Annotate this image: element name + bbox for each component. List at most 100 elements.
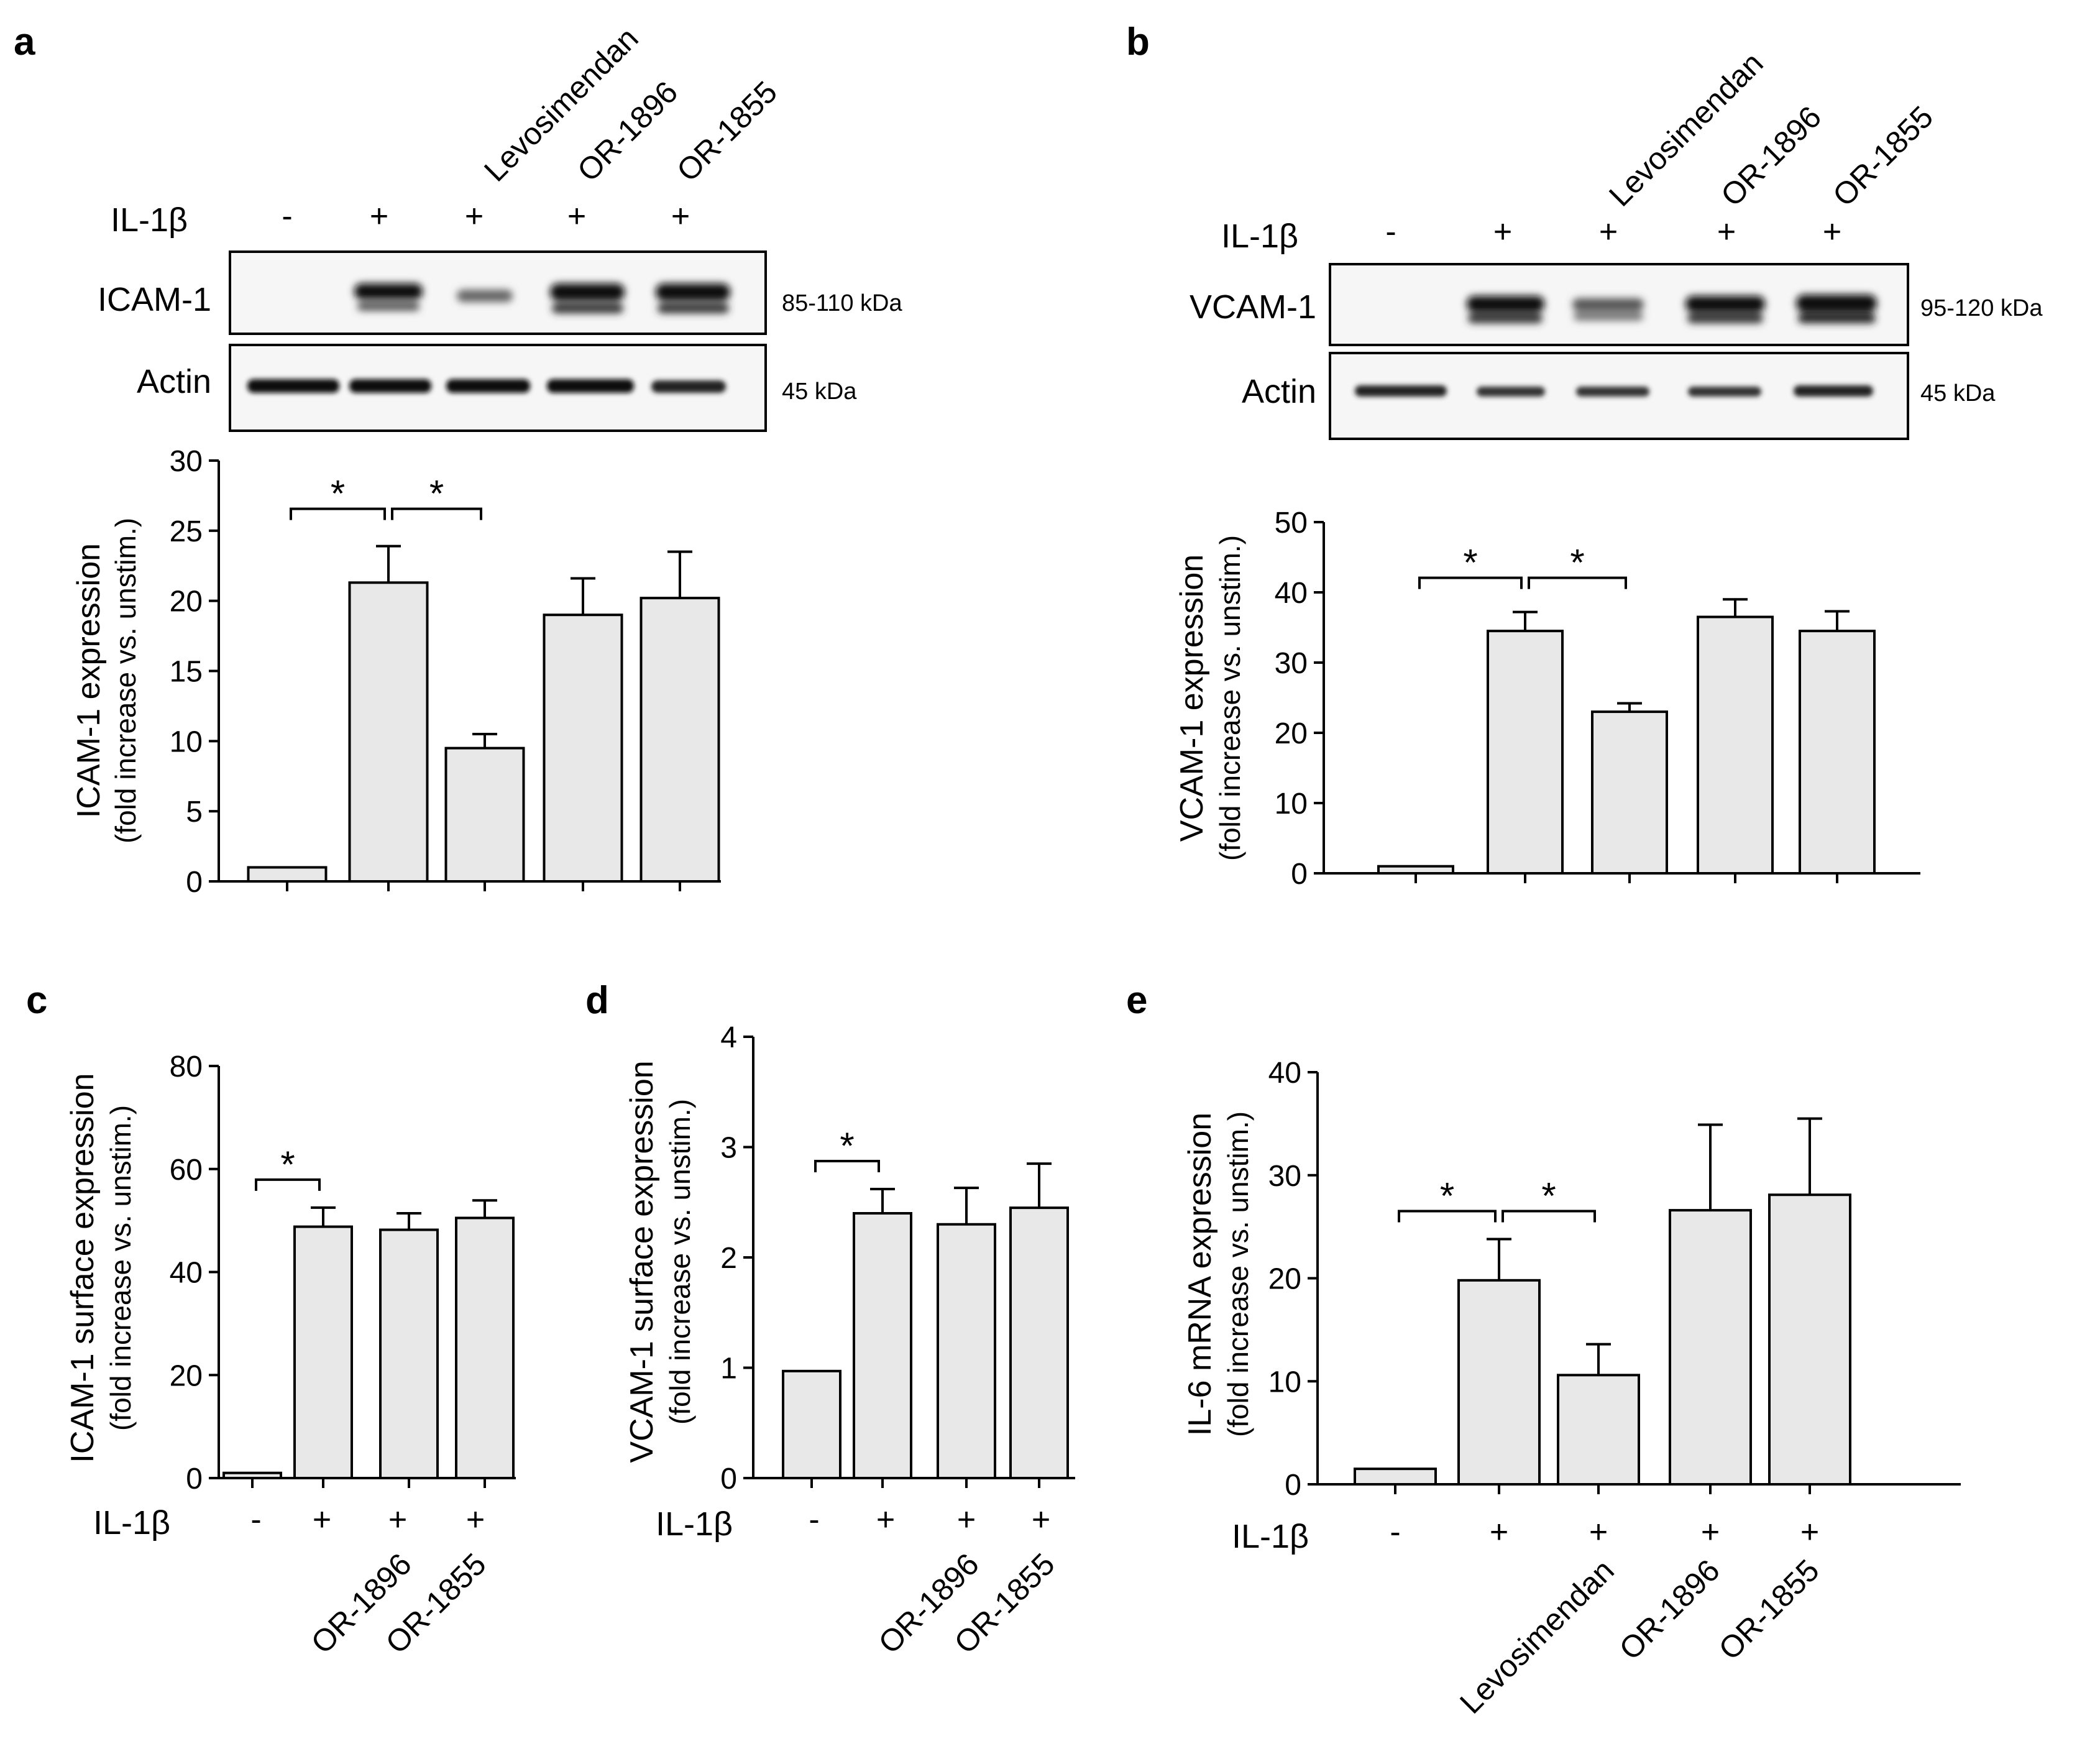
y-axis-label: IL-6 mRNA expression — [1182, 1113, 1218, 1436]
il1b-label: IL-1β — [656, 1505, 733, 1543]
y-tick-label: 3 — [720, 1132, 737, 1165]
bar — [1487, 630, 1564, 875]
y-tick-label: 80 — [170, 1050, 203, 1083]
il1b-label: IL-1β — [1221, 218, 1298, 255]
bar — [782, 1369, 841, 1479]
y-axis-label-2: (fold increase vs. unstim.) — [109, 518, 142, 843]
il1b-sign: + — [1717, 214, 1736, 250]
blot-vcam1-b: VCAM-1 95-120 kDa — [1190, 263, 2043, 346]
treatment-label: Levosimendan — [1453, 1553, 1621, 1720]
bar-chart-e: 0 10 20 30 40 * * — [1268, 1057, 1961, 1502]
il1b-row-b: IL-1β - + + + + — [1221, 214, 1841, 255]
bar-chart-a: 0 5 10 15 20 25 30 * * — [170, 445, 721, 899]
blot-bands — [1467, 295, 1877, 323]
panel-c: ICAM-1 surface expression (fold increase… — [65, 1050, 516, 1660]
panel-a: Levosimendan OR-1896 OR-1855 IL-1β - + +… — [71, 21, 903, 899]
bar-chart-b: 0 10 20 30 40 50 * * — [1275, 507, 1920, 891]
bar — [853, 1212, 912, 1479]
kda-label: 45 kDa — [1920, 380, 1996, 407]
il1b-sign: + — [671, 198, 690, 234]
treatment-labels-c: OR-1896 OR-1855 — [305, 1546, 493, 1660]
bar — [1354, 1468, 1437, 1486]
significance-bracket — [391, 507, 482, 520]
bar — [348, 581, 429, 883]
kda-label: 95-120 kDa — [1920, 295, 2043, 321]
y-axis-label-2: (fold increase vs. unstim.) — [664, 1099, 696, 1425]
il1b-sign: + — [1599, 214, 1618, 250]
bar — [1457, 1279, 1541, 1486]
treatment-label: OR-1855 — [1826, 99, 1940, 213]
significance-bracket — [1502, 1210, 1596, 1223]
y-tick-label: 0 — [720, 1463, 737, 1495]
il1b-sign: + — [388, 1502, 407, 1538]
bar — [444, 746, 525, 883]
y-axis-label: VCAM-1 expression — [1174, 554, 1210, 842]
panel-letter-e: e — [1126, 979, 1147, 1022]
y-tick-label: 40 — [170, 1257, 203, 1290]
bar — [543, 613, 623, 883]
bar — [640, 597, 720, 883]
blot-row-label: Actin — [137, 363, 211, 400]
y-tick-label: 0 — [1285, 1469, 1301, 1502]
y-axis-label: ICAM-1 expression — [71, 543, 107, 818]
panel-letter-a: a — [14, 21, 35, 63]
significance-bracket — [814, 1159, 880, 1172]
blot-actin-b: Actin 45 kDa — [1242, 352, 1996, 440]
significance-star: * — [1570, 542, 1584, 584]
treatment-labels-d: OR-1896 OR-1855 — [872, 1546, 1061, 1660]
il1b-sign: - — [1390, 1514, 1400, 1550]
bar — [1557, 1374, 1640, 1486]
il1b-sign: + — [1701, 1514, 1720, 1550]
y-tick-label: 2 — [720, 1242, 737, 1275]
il1b-sign: + — [1589, 1514, 1608, 1550]
significance-star: * — [280, 1144, 295, 1185]
blot-actin-a: Actin 45 kDa — [137, 344, 857, 432]
blot-icam1-a: ICAM-1 85-110 kDa — [98, 250, 903, 335]
il1b-sign: - — [809, 1502, 819, 1538]
bar — [247, 866, 328, 883]
bar — [1009, 1206, 1069, 1479]
y-tick-label: 1 — [720, 1353, 737, 1385]
chart-b: VCAM-1 expression (fold increase vs. uns… — [1174, 507, 1920, 891]
treatment-label: OR-1896 — [1714, 99, 1828, 213]
panel-letter-b: b — [1126, 21, 1150, 63]
y-tick-label: 30 — [1275, 647, 1308, 680]
il1b-sign: + — [876, 1502, 895, 1538]
il1b-sign: + — [466, 1502, 485, 1538]
y-tick-label: 10 — [1275, 788, 1308, 820]
y-axis-label-2: (fold increase vs. unstim.) — [1214, 535, 1246, 861]
significance-bracket — [255, 1178, 321, 1191]
il1b-sign: + — [1493, 214, 1512, 250]
y-tick-label: 30 — [170, 445, 203, 478]
kda-label: 85-110 kDa — [782, 290, 903, 316]
il1b-sign: + — [1823, 214, 1841, 250]
significance-star: * — [331, 473, 345, 515]
y-axis-label-2: (fold increase vs. unstim.) — [1222, 1111, 1254, 1437]
y-tick-label: 0 — [186, 866, 203, 899]
y-tick-label: 4 — [720, 1021, 737, 1054]
panel-letter-c: c — [26, 979, 47, 1022]
y-tick-label: 10 — [1268, 1366, 1301, 1399]
y-tick-label: 0 — [1291, 858, 1308, 891]
panel-letter-d: d — [585, 979, 609, 1022]
il1b-sign: + — [1800, 1514, 1819, 1550]
bar — [455, 1216, 515, 1479]
y-tick-label: 40 — [1275, 577, 1308, 610]
y-tick-label: 25 — [170, 515, 203, 548]
il1b-sign: + — [567, 198, 586, 234]
treatment-label: OR-1855 — [1712, 1553, 1826, 1666]
il1b-label: IL-1β — [1232, 1518, 1309, 1555]
y-tick-label: 20 — [170, 1359, 203, 1392]
y-tick-label: 30 — [1268, 1160, 1301, 1193]
y-tick-label: 20 — [1268, 1263, 1301, 1296]
il1b-label: IL-1β — [93, 1504, 170, 1541]
bar-chart-d: 0 1 2 3 4 * — [720, 1021, 1075, 1495]
chart-a: ICAM-1 expression (fold increase vs. uns… — [71, 445, 721, 899]
blot-bands — [247, 379, 726, 393]
significance-star: * — [1440, 1175, 1454, 1217]
il1b-sign: + — [370, 198, 388, 234]
bar — [1377, 865, 1454, 875]
il1b-sign: + — [1032, 1502, 1050, 1538]
il1b-sign: + — [1490, 1514, 1508, 1550]
